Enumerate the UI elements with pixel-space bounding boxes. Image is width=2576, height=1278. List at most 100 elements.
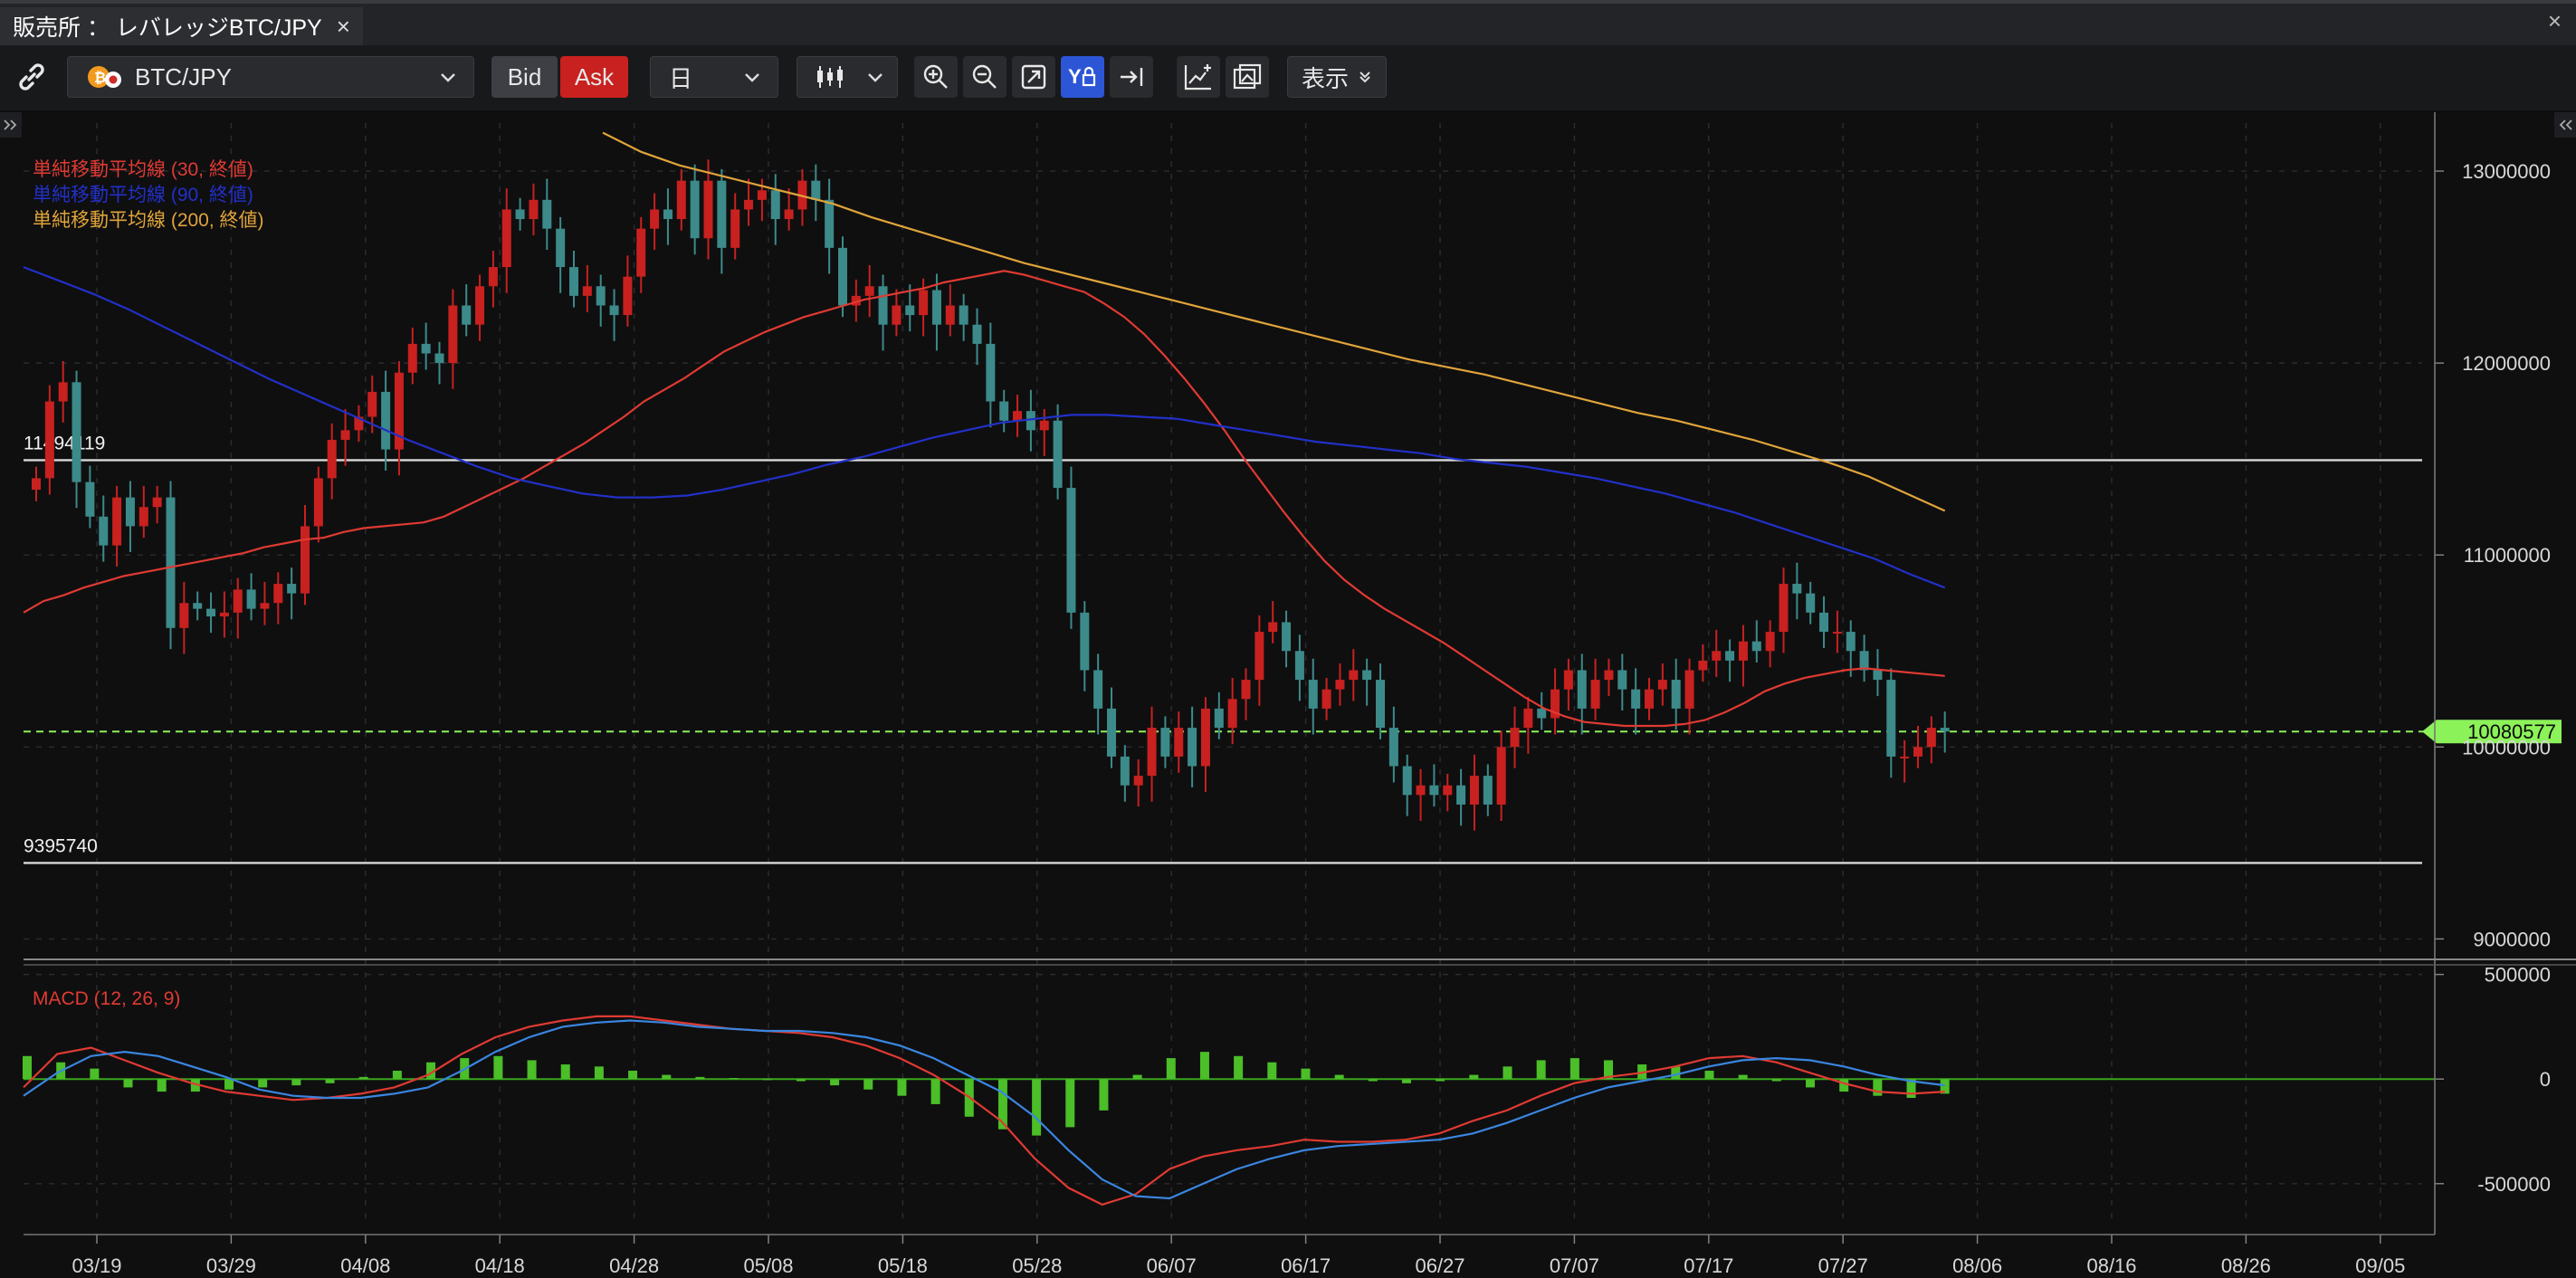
macd-y-tick-label: 0 [2540, 1068, 2551, 1091]
link-icon[interactable] [9, 56, 54, 98]
macd-histogram-bar [1771, 1079, 1781, 1082]
tab-title: 販売所 ： レバレッジBTC/JPY [13, 15, 322, 41]
candle-body [179, 603, 189, 628]
chevron-down-icon [441, 73, 455, 82]
right-panel-expand-icon[interactable] [2554, 112, 2576, 138]
candle-body [301, 526, 310, 594]
macd-histogram-bar [426, 1062, 436, 1080]
candle-body [905, 305, 915, 316]
macd-histogram-bar [1906, 1079, 1916, 1098]
x-tick-label: 08/16 [2086, 1254, 2136, 1277]
macd-histogram-bar [560, 1064, 570, 1080]
macd-histogram-bar [1267, 1062, 1277, 1080]
x-tick-label: 04/28 [609, 1254, 659, 1277]
candle-body [1093, 670, 1103, 709]
svg-text:Y: Y [1068, 65, 1082, 88]
macd-histogram-bar [1065, 1079, 1075, 1128]
left-panel-expand-icon[interactable] [0, 112, 22, 138]
chevron-down-icon [868, 73, 883, 82]
current-price-label: 10080577 [2467, 720, 2556, 743]
candle-body [770, 190, 780, 220]
x-tick-label: 07/17 [1684, 1254, 1733, 1277]
y-axis-lock-icon[interactable]: Y [1061, 56, 1104, 98]
macd-histogram-bar [1603, 1060, 1613, 1080]
x-tick-label: 07/07 [1550, 1254, 1599, 1277]
candle-body [529, 199, 539, 220]
candle-body [1080, 612, 1090, 671]
candle-body [892, 305, 902, 325]
candle-body [1725, 651, 1735, 661]
candle-body [1604, 670, 1614, 681]
add-indicator-icon[interactable] [1177, 56, 1220, 98]
candle-body [1483, 776, 1493, 805]
candle-body [1859, 651, 1869, 671]
candle-body [287, 584, 297, 594]
candle-body [488, 267, 498, 287]
horizontal-line-label: 9395740 [24, 835, 98, 856]
candle-body [1806, 593, 1816, 613]
candle-body [757, 190, 767, 200]
macd-histogram-bar [1569, 1058, 1579, 1080]
candle-body [1886, 680, 1896, 757]
sma30-line [23, 270, 1945, 728]
window-titlebar: 販売所 ： レバレッジBTC/JPY × × [0, 0, 2576, 49]
macd-histogram-bar [1738, 1074, 1748, 1080]
candle-body [273, 584, 283, 604]
candle-body [32, 478, 41, 491]
candle-body [367, 391, 377, 417]
ask-button[interactable]: Ask [560, 56, 628, 98]
window-close-icon[interactable]: × [2547, 7, 2562, 34]
candlestick-series [32, 159, 1950, 831]
candle-body [1268, 622, 1278, 633]
candle-body [434, 353, 444, 364]
candle-body [1308, 680, 1318, 709]
signal-line [23, 1019, 1945, 1200]
x-tick-label: 04/18 [475, 1254, 525, 1277]
candle-body [125, 497, 135, 527]
x-tick-label: 06/17 [1281, 1254, 1331, 1277]
zoom-out-icon[interactable] [963, 56, 1007, 98]
reset-zoom-icon[interactable] [1012, 56, 1055, 98]
x-tick-label: 03/29 [206, 1254, 256, 1277]
candle-body [501, 209, 511, 268]
candle-body [959, 305, 968, 325]
candle-body [986, 343, 996, 402]
candle-body [1523, 708, 1533, 729]
display-menu-button[interactable]: 表示 [1287, 56, 1387, 98]
candle-body [1926, 728, 1936, 748]
macd-histogram-bar [291, 1079, 301, 1086]
tab-close-icon[interactable]: × [336, 12, 350, 40]
candle-body [1402, 766, 1412, 796]
x-tick-label: 04/08 [340, 1254, 390, 1277]
macd-histogram-bar [897, 1079, 907, 1096]
candle-body [663, 209, 673, 220]
macd-histogram-bar [930, 1079, 940, 1104]
price-chart[interactable]: 11494119 9395740 10080577 MACD (12, 26, 9)… [0, 112, 2576, 1278]
macd-histogram-bar [1671, 1066, 1681, 1080]
chart-type-select[interactable] [797, 56, 898, 98]
candle-body [327, 439, 337, 479]
candle-body [1631, 689, 1641, 709]
y-tick-label: 10000000 [2462, 736, 2551, 758]
candle-body [1496, 747, 1506, 805]
candle-body [1469, 776, 1479, 805]
sma90-line [23, 266, 1946, 589]
candle-body [1107, 708, 1116, 757]
candle-body [1590, 680, 1600, 709]
candle-body [864, 286, 874, 296]
macd-histogram-bar [123, 1079, 133, 1088]
macd-histogram-bar [1704, 1070, 1714, 1080]
candle-body [1443, 785, 1453, 796]
period-select[interactable]: 日 [650, 56, 778, 98]
symbol-select[interactable]: ₿ BTC/JPY [67, 56, 474, 98]
candle-body [1832, 632, 1842, 634]
screenshot-icon[interactable] [1226, 56, 1269, 98]
macd-histogram-bar [90, 1068, 100, 1080]
candlestick-icon [817, 66, 843, 88]
bid-button[interactable]: Bid [491, 56, 558, 98]
macd-histogram-bar [830, 1079, 840, 1086]
scroll-to-latest-icon[interactable] [1110, 56, 1153, 98]
candle-body [1362, 670, 1372, 681]
zoom-in-icon[interactable] [914, 56, 958, 98]
tab-leverage-btc-jpy[interactable]: 販売所 ： レバレッジBTC/JPY × [0, 7, 363, 49]
